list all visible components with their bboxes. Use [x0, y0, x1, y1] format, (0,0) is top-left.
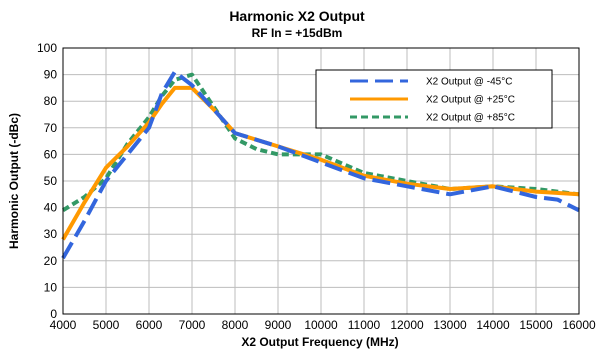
x-tick-label: 13000 — [433, 318, 467, 332]
x-tick-label: 9000 — [265, 318, 292, 332]
series-line-0 — [61, 69, 580, 260]
x-tick-label: 5000 — [93, 318, 120, 332]
y-tick-label: 90 — [44, 68, 58, 82]
y-tick-label: 20 — [44, 254, 58, 268]
x-tick-label: 14000 — [476, 318, 510, 332]
x-axis-label: X2 Output Frequency (MHz) — [241, 335, 398, 349]
y-axis-label: Harmonic Output (-dBc) — [7, 113, 21, 249]
y-tick-label: 80 — [44, 94, 58, 108]
x-tick-label: 11000 — [348, 318, 381, 332]
y-tick-label: 100 — [37, 41, 57, 55]
y-tick-label: 50 — [44, 174, 58, 188]
legend-label-1: X2 Output @ +25°C — [426, 95, 515, 106]
y-tick-label: 40 — [44, 201, 58, 215]
y-tick-label: 70 — [44, 121, 58, 135]
x-tick-label: 6000 — [136, 318, 163, 332]
x-tick-label: 4000 — [50, 318, 77, 332]
y-tick-label: 0 — [50, 307, 57, 321]
y-tick-label: 30 — [44, 227, 58, 241]
y-tick-label: 60 — [44, 147, 58, 161]
legend: X2 Output @ -45°C X2 Output @ +25°C X2 Out… — [315, 69, 553, 129]
x-tick-label: 16000 — [562, 318, 596, 332]
y-tick-labels: 0 10 20 30 40 50 60 70 80 90 100 — [37, 41, 57, 321]
series-layer — [61, 69, 580, 260]
plot-area-frame — [62, 47, 580, 315]
x-tick-label: 8000 — [222, 318, 249, 332]
y-tick-label: 10 — [44, 280, 58, 294]
x-tick-label: 10000 — [304, 318, 338, 332]
x-tick-label: 12000 — [390, 318, 424, 332]
legend-label-0: X2 Output @ -45°C — [426, 77, 512, 88]
chart-title: Harmonic X2 Output — [229, 8, 365, 24]
legend-label-2: X2 Output @ +85°C — [426, 113, 515, 124]
chart-subtitle: RF In = +15dBm — [252, 26, 343, 40]
x-tick-label: 7000 — [179, 318, 206, 332]
x-tick-labels: 4000 5000 6000 7000 8000 9000 10000 11000 12000 1… — [50, 318, 596, 332]
x-tick-label: 15000 — [519, 318, 553, 332]
